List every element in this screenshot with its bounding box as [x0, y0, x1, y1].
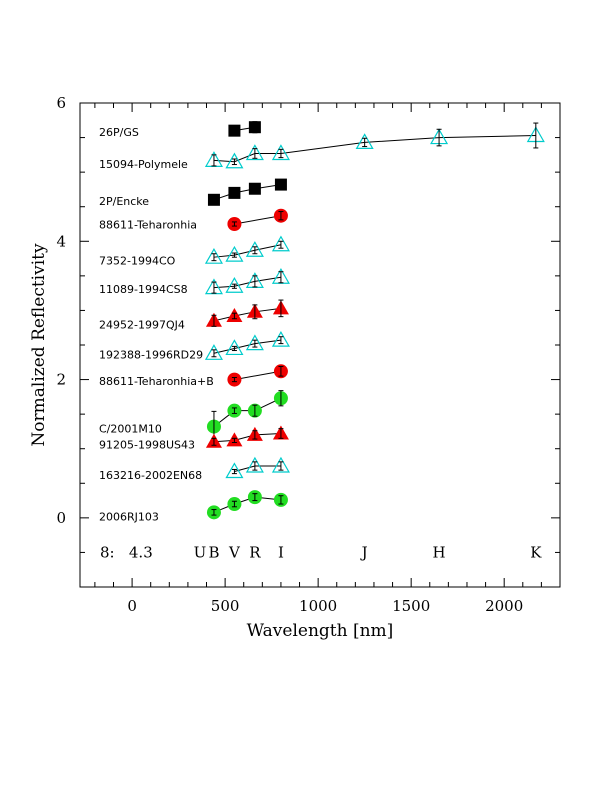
series-line	[213, 397, 282, 427]
series-label-24952-1997qj4: 24952-1997QJ4	[99, 318, 185, 331]
data-point	[225, 245, 244, 262]
data-point	[245, 144, 264, 161]
series-label-2006rj103: 2006RJ103	[99, 510, 159, 523]
axis-ticks	[80, 102, 561, 588]
band-label-I: I	[278, 543, 284, 561]
x-tick-label: 0	[127, 597, 137, 615]
x-tick-label: 2000	[485, 597, 523, 615]
series-label-88611-teharonhia-b: 88611-Teharonhia+B	[99, 375, 214, 388]
data-point	[245, 334, 264, 351]
x-axis-title: Wavelength [nm]	[247, 621, 394, 641]
series-26p-gs	[228, 121, 261, 137]
y-tick-label: 6	[56, 94, 66, 112]
series-line	[213, 276, 282, 289]
band-label-B: B	[208, 543, 219, 561]
series-line	[213, 433, 281, 443]
series-label-88611-teharonhia: 88611-Teharonhia	[99, 219, 197, 232]
series-line	[213, 244, 282, 258]
series-88611-teharonhia	[227, 208, 288, 231]
band-label-K: K	[530, 543, 542, 561]
x-tick-label: 1500	[392, 597, 430, 615]
series-2006rj103	[206, 490, 288, 520]
y-tick-label: 2	[56, 371, 66, 389]
y-tick-label: 0	[56, 509, 66, 527]
data-point	[204, 344, 223, 360]
y-tick-label: 4	[56, 232, 66, 250]
series-91205-1998us43	[205, 425, 289, 448]
series-label-192388-1996rd29: 192388-1996RD29	[99, 349, 203, 362]
series-line	[213, 339, 281, 354]
data-point	[271, 330, 290, 347]
data-point	[355, 133, 374, 150]
x-tick-label: 1000	[299, 597, 337, 615]
series-line	[234, 370, 282, 381]
data-point	[225, 462, 244, 479]
band-label-U: U	[194, 543, 207, 561]
series-192388-1996rd29	[204, 330, 290, 360]
tick-labels: 0 500 1000 1500 2000 0 2 4 6	[56, 94, 523, 615]
band-label-R: R	[249, 543, 261, 561]
band-label-J: J	[360, 543, 368, 561]
data-point	[271, 144, 290, 161]
series-line	[213, 496, 281, 513]
series-163216-2002en68	[225, 456, 290, 479]
series-label-7352-1994co: 7352-1994CO	[99, 255, 176, 268]
series-11089-1994cs8	[204, 268, 290, 295]
data-point	[271, 456, 290, 473]
series-line	[213, 307, 281, 322]
series-label-2p-encke: 2P/Encke	[99, 195, 149, 208]
data-point	[204, 247, 223, 264]
data-point	[225, 277, 244, 293]
series-line	[234, 215, 282, 225]
series-labels: 26P/GS 15094-Polymele 2P/Encke 88611-Teharo…	[99, 126, 214, 523]
series-2p-encke	[207, 178, 287, 206]
series-label-c-2001m10: C/2001M10	[99, 423, 162, 436]
series-layer	[204, 121, 545, 520]
data-point	[245, 456, 264, 473]
data-point	[245, 241, 264, 257]
series-c-2001m10	[206, 390, 288, 443]
series-88611-teharonhia-b	[227, 364, 288, 387]
data-point	[271, 235, 290, 252]
x-tick-label: 500	[211, 597, 240, 615]
band-label-H: H	[433, 543, 446, 561]
series-24952-1997qj4	[205, 299, 289, 327]
series-label-91205-1998us43: 91205-1998US43	[99, 439, 195, 452]
annotation-label: 8: 4.3	[100, 543, 153, 561]
y-axis-title: Normalized Reflectivity	[29, 243, 49, 447]
series-label-15094-polymele: 15094-Polymele	[99, 158, 188, 171]
series-line	[213, 184, 282, 201]
band-label-V: V	[228, 543, 241, 561]
data-point	[225, 339, 244, 356]
series-label-26p-gs: 26P/GS	[99, 126, 139, 139]
series-15094-polymele	[204, 122, 545, 169]
series-label-11089-1994cs8: 11089-1994CS8	[99, 283, 188, 296]
series-7352-1994co	[204, 235, 290, 264]
series-label-163216-2002en68: 163216-2002EN68	[99, 469, 202, 482]
data-point	[225, 152, 244, 169]
